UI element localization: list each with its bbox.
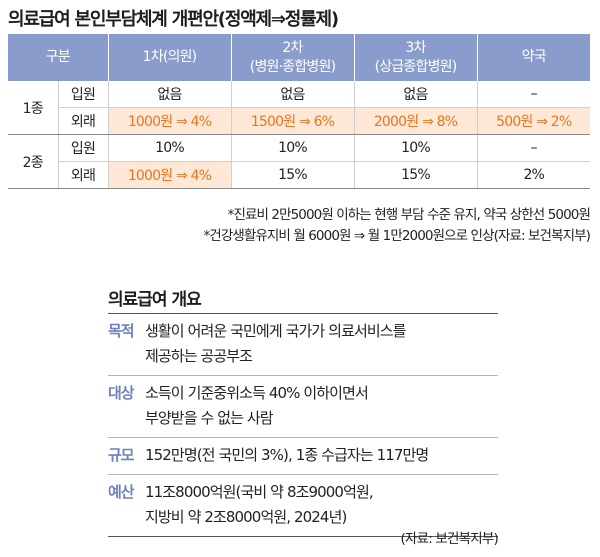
overview-line: 11조8000억원(국비 약 8조9000억원, bbox=[145, 483, 374, 501]
grade1-inpatient-pharmacy: – bbox=[477, 81, 591, 108]
overview-line: 제공하는 공공부조 bbox=[145, 347, 253, 365]
table-header-row: 구분 1차(의원) 2차 (병원·종합병원) 3차 (상급종합병원) 약국 bbox=[8, 34, 591, 81]
footnote: *진료비 2만5000원 이하는 현행 부담 수준 유지, 약국 상한선 500… bbox=[227, 207, 591, 223]
grade1-outpatient-tertiary: 2000원 ⇒ 8% bbox=[354, 107, 478, 135]
overview-line: 지방비 약 2조8000억원, 2024년) bbox=[145, 508, 347, 526]
table-row: 외래 1000원 ⇒ 4% 15% 15% 2% bbox=[8, 161, 591, 189]
grade2-outpatient-tertiary: 15% bbox=[354, 161, 478, 189]
header-hospital: 2차 (병원·종합병원) bbox=[231, 34, 355, 81]
copay-table: 구분 1차(의원) 2차 (병원·종합병원) 3차 (상급종합병원) 약국 1종 입… bbox=[8, 34, 591, 189]
overview-row-target: 대상 소득이 기준중위소득 40% 이하이면서 부양받을 수 없는 사람 bbox=[108, 376, 498, 438]
grade2-inpatient-pharmacy: – bbox=[477, 134, 591, 162]
grade2-label: 2종 bbox=[8, 134, 59, 189]
header-tertiary-line2: (상급종합병원) bbox=[374, 58, 458, 75]
overview-text: 152만명(전 국민의 3%), 1종 수급자는 117만명 bbox=[145, 443, 429, 468]
overview-row-purpose: 목적 생활이 어려운 국민에게 국가가 의료서비스를 제공하는 공공부조 bbox=[108, 314, 498, 376]
overview-row-scale: 규모 152만명(전 국민의 3%), 1종 수급자는 117만명 bbox=[108, 438, 498, 475]
grade1-inpatient-hospital: 없음 bbox=[231, 81, 355, 108]
overview-box: 목적 생활이 어려운 국민에게 국가가 의료서비스를 제공하는 공공부조 대상 … bbox=[108, 313, 498, 537]
overview-label: 규모 bbox=[108, 446, 135, 464]
overview-line: 소득이 기준중위소득 40% 이하이면서 bbox=[145, 384, 369, 402]
header-tertiary: 3차 (상급종합병원) bbox=[354, 34, 478, 81]
overview-title: 의료급여 개요 bbox=[108, 290, 202, 310]
page-title: 의료급여 본인부담체계 개편안(정액제⇒정률제) bbox=[8, 9, 339, 30]
header-hospital-line1: 2차 bbox=[282, 39, 303, 56]
grade1-inpatient-label: 입원 bbox=[58, 81, 109, 108]
header-pharmacy: 약국 bbox=[477, 34, 591, 81]
grade2-inpatient-label: 입원 bbox=[58, 134, 109, 162]
grade2-outpatient-hospital: 15% bbox=[231, 161, 355, 189]
overview-label: 대상 bbox=[108, 384, 135, 402]
table-row: 1종 입원 없음 없음 없음 – bbox=[8, 81, 591, 135]
grade1-outpatient-hospital: 1500원 ⇒ 6% bbox=[231, 107, 355, 135]
overview-line: 부양받을 수 없는 사람 bbox=[145, 409, 274, 427]
footnote: *건강생활유지비 월 6000원 ⇒ 월 1만2000원으로 인상(자료: 보건… bbox=[203, 228, 590, 244]
overview-label: 목적 bbox=[108, 322, 135, 340]
grade1-label: 1종 bbox=[8, 81, 59, 135]
grade2-inpatient-tertiary: 10% bbox=[354, 134, 478, 162]
grade1-outpatient-clinic: 1000원 ⇒ 4% bbox=[108, 107, 232, 135]
grade1-outpatient-label: 외래 bbox=[58, 107, 109, 135]
grade2-outpatient-label: 외래 bbox=[58, 161, 109, 189]
header-clinic: 1차(의원) bbox=[108, 34, 232, 81]
grade2-inpatient-hospital: 10% bbox=[231, 134, 355, 162]
overview-line: 152만명(전 국민의 3%), 1종 수급자는 117만명 bbox=[145, 446, 429, 464]
table-row: 2종 입원 10% 10% 10% – bbox=[8, 134, 591, 189]
header-category: 구분 bbox=[8, 34, 109, 81]
source-credit: (자료: 보건복지부) bbox=[400, 531, 498, 547]
overview-text: 생활이 어려운 국민에게 국가가 의료서비스를 제공하는 공공부조 bbox=[145, 319, 406, 369]
grade2-inpatient-clinic: 10% bbox=[108, 134, 232, 162]
grade2-outpatient-pharmacy: 2% bbox=[477, 161, 591, 189]
grade1-inpatient-tertiary: 없음 bbox=[354, 81, 478, 108]
overview-line: 생활이 어려운 국민에게 국가가 의료서비스를 bbox=[145, 322, 406, 340]
overview-text: 소득이 기준중위소득 40% 이하이면서 부양받을 수 없는 사람 bbox=[145, 381, 369, 431]
grade1-outpatient-pharmacy: 500원 ⇒ 2% bbox=[477, 107, 591, 135]
table-footnotes: *진료비 2만5000원 이하는 현행 부담 수준 유지, 약국 상한선 500… bbox=[203, 205, 590, 247]
overview-label: 예산 bbox=[108, 483, 135, 501]
grade2-outpatient-clinic: 1000원 ⇒ 4% bbox=[108, 161, 232, 189]
overview-text: 11조8000억원(국비 약 8조9000억원, 지방비 약 2조8000억원,… bbox=[145, 480, 374, 530]
header-tertiary-line1: 3차 bbox=[405, 39, 426, 56]
grade1-inpatient-clinic: 없음 bbox=[108, 81, 232, 108]
overview-row-budget: 예산 11조8000억원(국비 약 8조9000억원, 지방비 약 2조8000… bbox=[108, 475, 498, 537]
table-row: 외래 1000원 ⇒ 4% 1500원 ⇒ 6% 2000원 ⇒ 8% 500원… bbox=[8, 107, 591, 135]
header-hospital-line2: (병원·종합병원) bbox=[249, 58, 336, 75]
